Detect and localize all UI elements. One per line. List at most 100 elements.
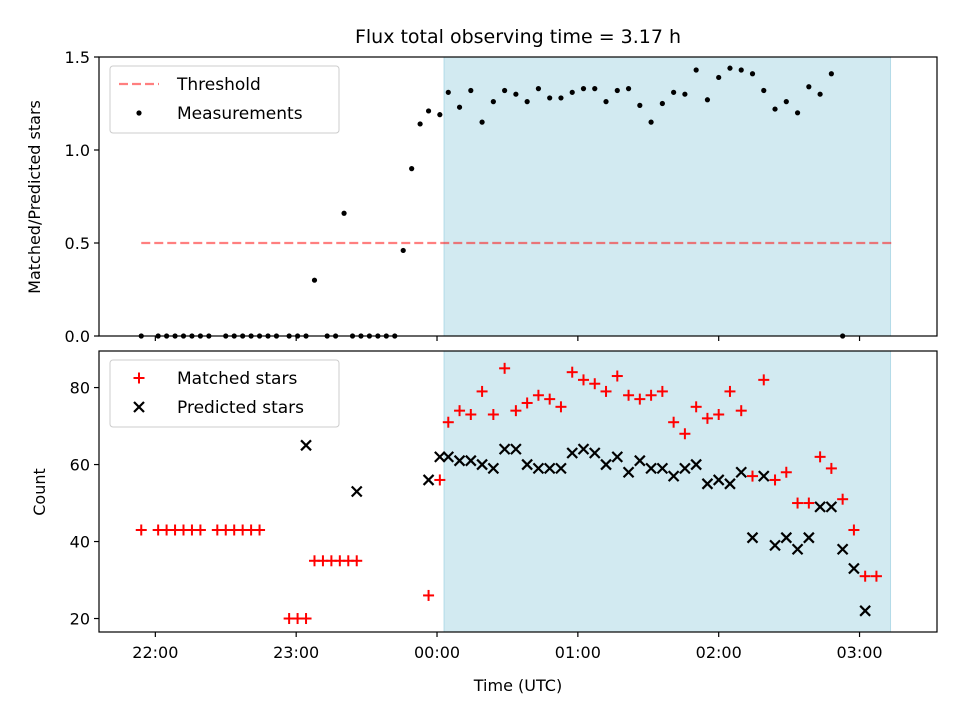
bottom-panel: 20 40 60 80 22:00 23:00 00:00 01:00 02:00 03:00 Ma… [70,350,938,662]
point-predicted-stars [434,451,446,463]
point-measurements [479,119,485,125]
point-predicted-stars [465,454,477,467]
point-measurements [437,112,443,118]
point-matched-stars [701,412,713,424]
point-predicted-stars [701,478,714,490]
point-matched-stars [254,524,266,536]
point-predicted-stars [622,466,635,479]
point-measurements [828,71,834,77]
point-measurements [592,86,598,92]
point-measurements [341,210,347,216]
point-predicted-stars [825,501,838,513]
point-measurements [513,91,519,97]
point-matched-stars [645,389,657,401]
point-measurements [659,100,665,107]
point-predicted-stars [712,474,725,486]
point-measurements [400,247,406,254]
point-measurements [682,91,688,97]
point-predicted-stars [791,543,804,556]
point-measurements [716,74,722,81]
y-tick-label: 1.0 [65,141,90,160]
shaded-span [443,350,892,633]
point-matched-stars [194,524,206,536]
point-matched-stars [135,524,147,536]
top-panel: 0.0 0.5 1.0 1.5 Threshold Measurements [65,48,938,346]
legend-box [109,359,340,428]
point-predicted-stars [588,447,601,459]
point-predicted-stars [656,462,669,475]
legend-swatch [133,401,145,413]
point-matched-stars [724,385,736,397]
point-measurements [614,87,620,94]
point-measurements [648,119,654,125]
point-predicted-stars [521,458,533,471]
point-matched-stars [465,409,477,421]
point-matched-stars [611,370,623,382]
point-measurements [580,86,587,92]
point-predicted-stars [543,462,556,475]
point-predicted-stars [510,443,522,455]
point-matched-stars [589,378,601,390]
point-measurements [456,104,463,110]
x-tick-label: 22:00 [132,643,178,662]
shaded-span [443,56,892,337]
point-matched-stars [713,409,725,421]
legend: Matched stars Predicted stars [109,359,340,428]
point-predicted-stars [566,447,579,459]
point-predicted-stars [611,451,624,463]
point-predicted-stars [476,458,488,471]
y-tick-label: 0.5 [65,234,90,253]
point-matched-stars [623,389,635,401]
point-measurements [704,97,711,103]
point-predicted-stars [453,454,466,467]
x-tick-label: 02:00 [696,643,742,662]
legend-swatch [136,110,142,116]
point-measurements [817,91,823,97]
point-matched-stars [656,385,668,397]
point-predicted-stars [634,454,646,467]
point-measurements [468,87,474,94]
point-predicted-stars [442,451,455,463]
point-matched-stars [521,397,533,409]
point-matched-stars [859,570,871,582]
point-matched-stars [476,385,488,397]
point-predicted-stars [532,462,545,475]
legend-swatch [133,372,145,384]
point-matched-stars [423,589,435,601]
point-matched-stars [600,385,612,397]
point-matched-stars [634,393,646,405]
y-tick-label: 40 [70,533,90,552]
point-matched-stars [837,493,849,505]
point-measurements [625,86,632,92]
point-matched-stars [825,462,837,474]
point-measurements [761,87,767,94]
point-measurements [311,277,318,283]
point-predicted-stars [859,605,871,617]
x-tick-label: 01:00 [555,643,601,662]
point-measurements [490,99,496,105]
point-predicted-stars [577,443,590,455]
point-matched-stars [803,497,815,509]
point-predicted-stars [350,485,363,498]
plot-frame [98,56,938,337]
point-predicted-stars [300,439,312,452]
point-measurements [603,99,609,105]
point-predicted-stars [848,562,860,575]
point-matched-stars [780,466,792,478]
point-predicted-stars [814,501,826,513]
point-predicted-stars [735,466,748,479]
y-tick-label: 60 [70,456,90,475]
point-predicted-stars [555,462,567,475]
point-matched-stars [870,570,882,582]
point-predicted-stars [757,470,770,482]
plot-frame [98,350,938,633]
point-measurements [738,67,744,73]
point-measurements [569,89,575,95]
point-predicted-stars [487,462,500,475]
point-measurements [558,95,564,101]
point-measurements [502,87,508,94]
point-matched-stars [434,474,446,486]
y-tick-label: 1.5 [65,48,90,67]
point-matched-stars [758,374,770,386]
